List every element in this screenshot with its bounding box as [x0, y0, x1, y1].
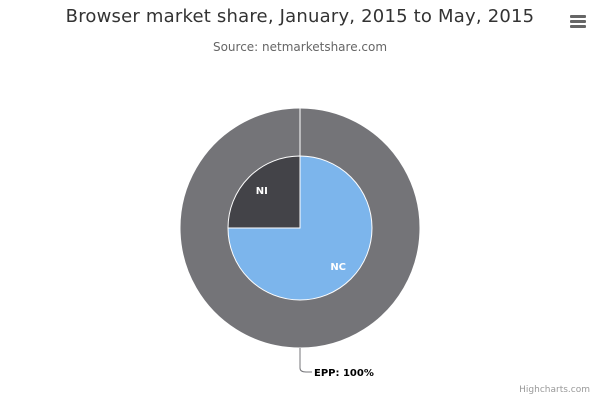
menu-bar — [570, 15, 586, 18]
chart-title: Browser market share, January, 2015 to M… — [65, 6, 535, 27]
label-connector-line — [299, 348, 312, 373]
slice-label-ni: NI — [256, 186, 268, 197]
slice-label-epp: EPP: 100% — [314, 368, 374, 379]
menu-bar — [570, 25, 586, 28]
hamburger-menu-icon[interactable] — [564, 8, 592, 34]
menu-bar — [570, 20, 586, 23]
credits-link[interactable]: Highcharts.com — [519, 385, 590, 395]
data-labels: NC NI EPP: 100% — [256, 186, 374, 379]
slice-ni[interactable] — [227, 155, 301, 229]
inner-pie-series — [227, 155, 373, 301]
chart-subtitle: Source: netmarketshare.com — [212, 40, 388, 54]
slice-label-nc: NC — [330, 262, 346, 273]
